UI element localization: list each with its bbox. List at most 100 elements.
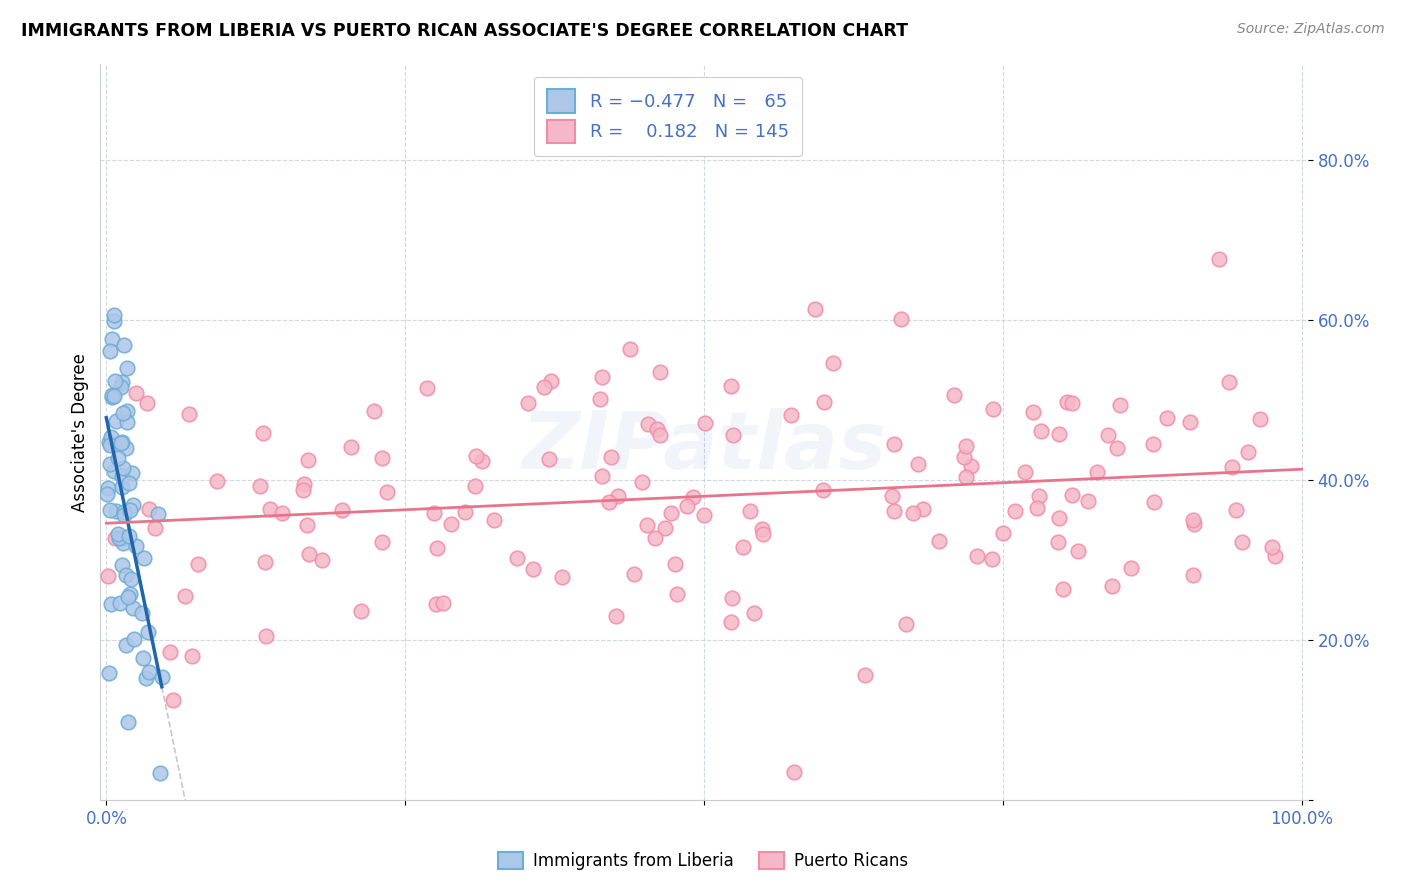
Legend: Immigrants from Liberia, Puerto Ricans: Immigrants from Liberia, Puerto Ricans <box>491 845 915 877</box>
Point <box>112 406 135 420</box>
Point <box>370 535 392 549</box>
Point <box>98 503 121 517</box>
Point <box>111 531 134 545</box>
Point <box>110 436 132 450</box>
Point <box>416 381 439 395</box>
Point <box>600 450 623 464</box>
Point <box>720 378 742 392</box>
Point <box>111 434 134 449</box>
Point <box>1182 568 1205 582</box>
Point <box>150 670 173 684</box>
Text: Source: ZipAtlas.com: Source: ZipAtlas.com <box>1237 22 1385 37</box>
Point <box>115 638 138 652</box>
Point <box>1060 488 1083 502</box>
Point <box>966 549 988 563</box>
Point <box>98 343 121 358</box>
Point <box>97 435 120 450</box>
Point <box>131 606 153 620</box>
Point <box>540 374 562 388</box>
Point <box>619 342 641 356</box>
Point <box>943 388 966 402</box>
Point <box>676 499 699 513</box>
Point <box>98 457 121 471</box>
Point <box>205 475 228 489</box>
Point <box>115 442 138 456</box>
Point <box>591 370 613 384</box>
Point <box>454 506 477 520</box>
Point <box>803 301 825 316</box>
Point <box>297 453 319 467</box>
Point <box>297 518 319 533</box>
Point <box>1105 441 1128 455</box>
Point <box>648 365 671 379</box>
Point <box>110 380 132 394</box>
Text: ZIPatlas: ZIPatlas <box>522 408 887 486</box>
Point <box>1021 405 1043 419</box>
Point <box>148 507 170 521</box>
Point <box>695 417 717 431</box>
Point <box>120 587 142 601</box>
Point <box>883 504 905 518</box>
Point <box>107 450 129 465</box>
Point <box>136 625 159 640</box>
Point <box>143 521 166 535</box>
Point <box>112 505 135 519</box>
Point <box>1025 500 1047 515</box>
Point <box>821 356 844 370</box>
Point <box>522 562 544 576</box>
Point <box>115 404 138 418</box>
Point <box>117 714 139 729</box>
Point <box>97 481 120 495</box>
Point <box>149 766 172 780</box>
Point <box>720 615 742 630</box>
Point <box>659 506 682 520</box>
Point <box>120 573 142 587</box>
Point <box>103 374 125 388</box>
Point <box>631 475 654 489</box>
Point <box>138 501 160 516</box>
Point <box>162 693 184 707</box>
Point <box>1208 252 1230 266</box>
Point <box>1119 561 1142 575</box>
Point <box>111 558 134 572</box>
Point <box>426 541 449 555</box>
Point <box>363 404 385 418</box>
Point <box>1014 465 1036 479</box>
Y-axis label: Associate's Degree: Associate's Degree <box>72 352 89 512</box>
Point <box>179 407 201 421</box>
Point <box>440 516 463 531</box>
Point <box>482 513 505 527</box>
Point <box>181 649 204 664</box>
Point <box>883 437 905 451</box>
Point <box>1047 426 1070 441</box>
Point <box>112 461 135 475</box>
Point <box>911 502 934 516</box>
Point <box>993 526 1015 541</box>
Point <box>100 388 122 402</box>
Point <box>292 477 315 491</box>
Point <box>1264 549 1286 563</box>
Point <box>955 439 977 453</box>
Point <box>960 458 983 473</box>
Point <box>853 668 876 682</box>
Point <box>1249 412 1271 426</box>
Point <box>955 470 977 484</box>
Point <box>1077 493 1099 508</box>
Point <box>121 467 143 481</box>
Point <box>111 469 134 483</box>
Point <box>537 452 560 467</box>
Point <box>682 490 704 504</box>
Point <box>112 338 135 352</box>
Point <box>1225 503 1247 517</box>
Point <box>1142 437 1164 451</box>
Point <box>121 498 143 512</box>
Point <box>122 632 145 646</box>
Point <box>97 665 120 680</box>
Point <box>645 422 668 436</box>
Point <box>1261 541 1284 555</box>
Point <box>1178 415 1201 429</box>
Point <box>1004 504 1026 518</box>
Point <box>636 517 658 532</box>
Point <box>721 591 744 605</box>
Point <box>117 590 139 604</box>
